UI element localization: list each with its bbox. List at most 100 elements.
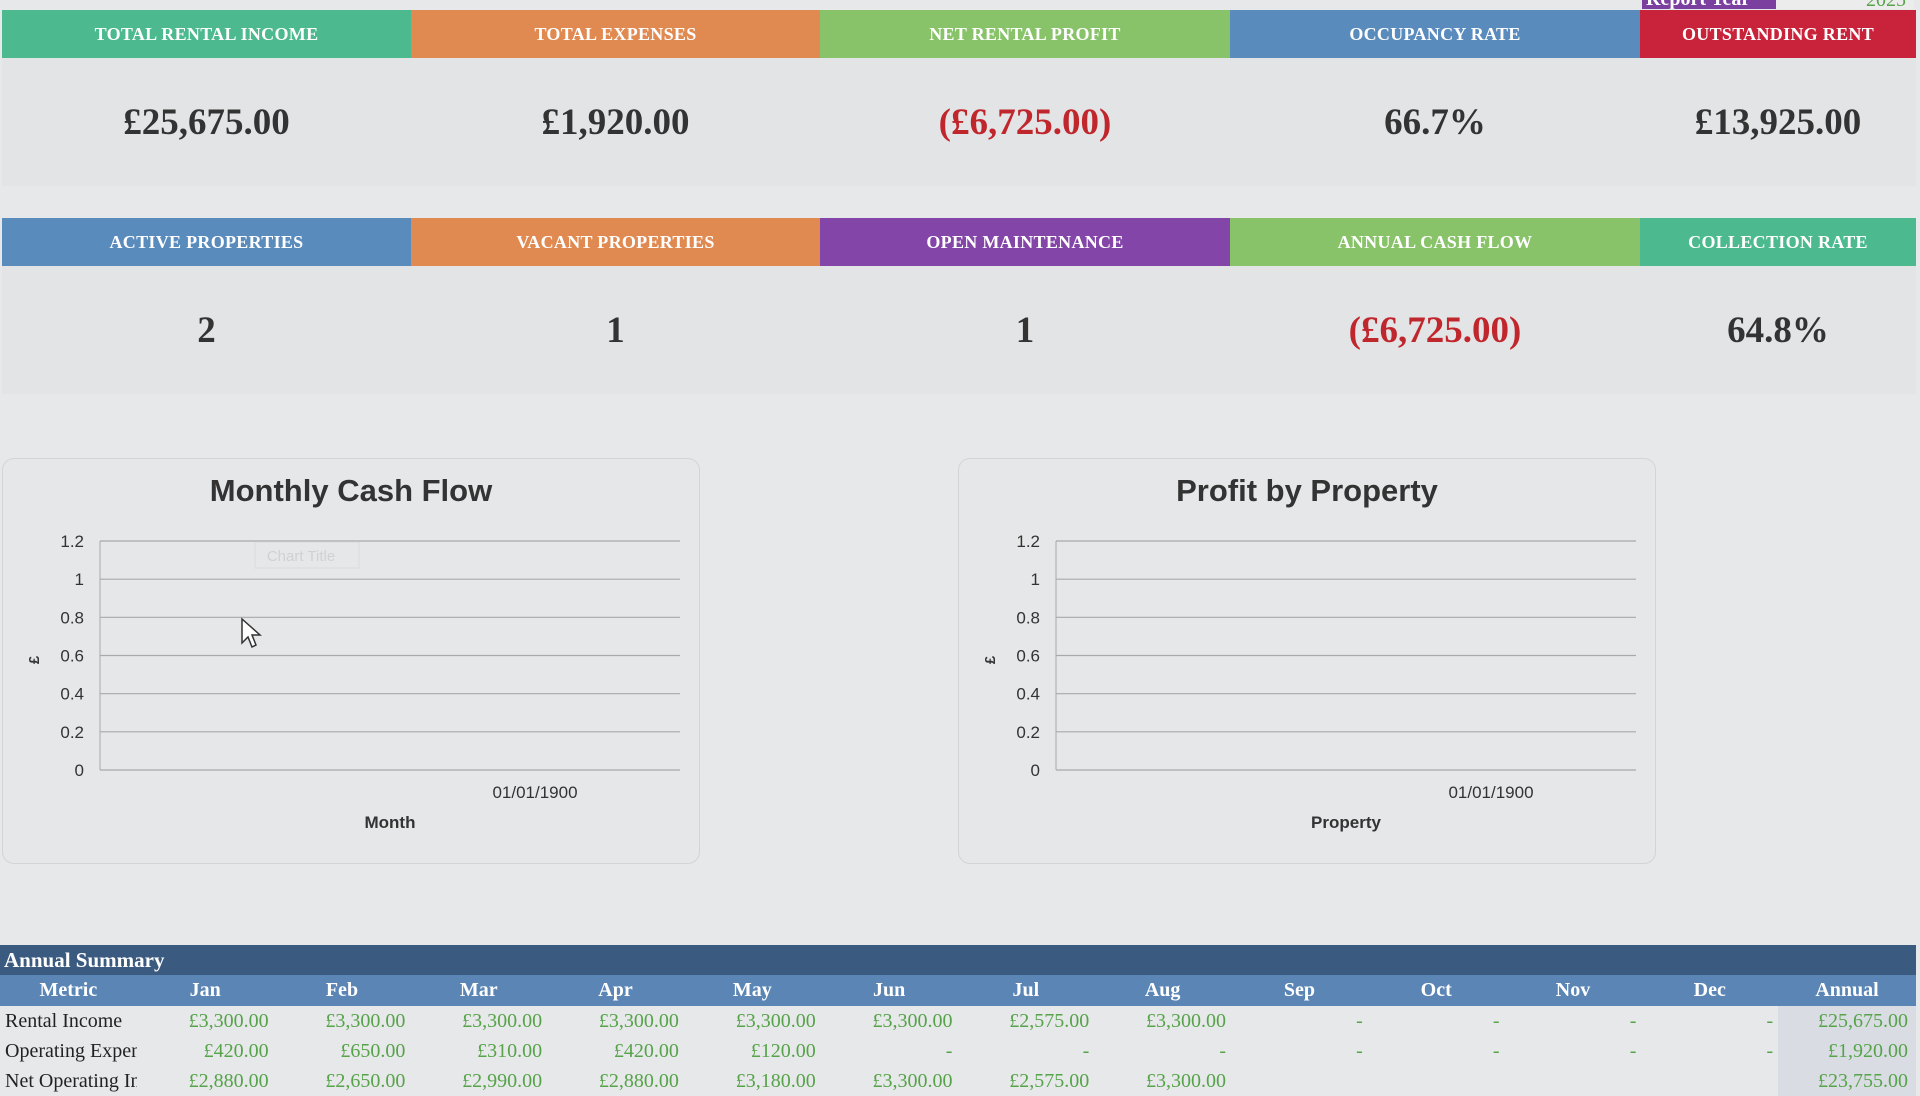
table-cell[interactable]: -: [1629, 1010, 1637, 1032]
table-cell[interactable]: £3,300.00: [735, 1010, 816, 1032]
table-cell[interactable]: -: [1356, 1040, 1363, 1062]
column-header-may[interactable]: May: [732, 979, 772, 1001]
total-rental-income-header: TOTAL RENTAL INCOME: [2, 10, 411, 58]
table-cell[interactable]: -: [1629, 1040, 1637, 1062]
summary-row: Rental Income £3,300.00 £3,300.00 £3,300.00…: [0, 1006, 1916, 1036]
net-rental-profit-header: NET RENTAL PROFIT: [820, 10, 1230, 58]
table-cell[interactable]: [1505, 1066, 1642, 1096]
ghost-chart-title-box[interactable]: [254, 541, 360, 569]
y-axis-label: £: [26, 655, 43, 664]
column-header-annual[interactable]: Annual: [1815, 979, 1879, 1001]
table-cell[interactable]: £3,300.00: [1146, 1010, 1227, 1032]
y-tick-label: 0: [75, 761, 84, 780]
table-cell[interactable]: £3,300.00: [872, 1070, 953, 1092]
annual-total-cell[interactable]: £25,675.00: [1778, 1006, 1916, 1036]
monthly-cash-flow-chart[interactable]: Monthly Cash Flow 0 0.2 0.4 0.6 0.8 1 1.2 01/01…: [2, 458, 700, 864]
annual-total-cell[interactable]: £23,755.00: [1778, 1066, 1916, 1096]
table-cell[interactable]: -: [1766, 1040, 1774, 1062]
column-header-dec[interactable]: Dec: [1693, 979, 1726, 1001]
vacant-properties-header: VACANT PROPERTIES: [411, 218, 820, 266]
column-header-jan[interactable]: Jan: [189, 979, 221, 1001]
column-header-feb[interactable]: Feb: [325, 979, 359, 1001]
y-tick-label: 0.6: [60, 647, 84, 666]
y-tick-label: 0.4: [60, 685, 84, 704]
table-cell[interactable]: £2,650.00: [325, 1070, 406, 1092]
row-label[interactable]: Net Operating Income: [5, 1070, 137, 1092]
table-cell[interactable]: £2,880.00: [598, 1070, 679, 1092]
y-tick-label: 1.2: [1016, 532, 1040, 551]
table-cell[interactable]: £420.00: [203, 1040, 269, 1062]
profit-by-property-chart[interactable]: Profit by Property 0 0.2 0.4 0.6 0.8 1 1.2 01/0…: [958, 458, 1656, 864]
y-tick-label: 0.8: [60, 608, 84, 627]
column-header-sep[interactable]: Sep: [1283, 979, 1315, 1001]
column-header-jul[interactable]: Jul: [1012, 979, 1040, 1001]
table-cell[interactable]: £2,990.00: [462, 1070, 543, 1092]
y-axis-label: £: [982, 655, 999, 664]
x-axis-label: Month: [365, 813, 416, 832]
table-cell[interactable]: -: [1492, 1010, 1500, 1032]
y-tick-label: 0: [1031, 761, 1040, 780]
table-cell[interactable]: -: [1356, 1010, 1363, 1032]
summary-row: Net Operating Income £2,880.00 £2,650.00 £2…: [0, 1066, 1916, 1096]
column-header-jun[interactable]: Jun: [872, 979, 906, 1001]
x-tick-label: 01/01/1900: [492, 783, 577, 802]
table-cell[interactable]: -: [945, 1040, 953, 1062]
y-tick-label: 0.6: [1016, 647, 1040, 666]
table-cell[interactable]: -: [1766, 1010, 1774, 1032]
chart-plot-area: 0 0.2 0.4 0.6 0.8 1 1.2 01/01/1900 Property £: [982, 532, 1636, 832]
table-cell[interactable]: £3,300.00: [1146, 1070, 1227, 1092]
column-header-mar[interactable]: Mar: [459, 979, 498, 1001]
y-tick-label: 1: [75, 570, 84, 589]
active-properties-value: 2: [2, 266, 411, 394]
row-label[interactable]: Operating Expenses: [5, 1040, 137, 1062]
table-cell[interactable]: £3,180.00: [735, 1070, 816, 1092]
table-cell[interactable]: £2,880.00: [188, 1070, 269, 1092]
x-tick-label: 01/01/1900: [1448, 783, 1533, 802]
chart-title: Profit by Property: [1176, 473, 1438, 508]
report-year-value[interactable]: 2025: [1776, 0, 1914, 9]
y-tick-label: 0.8: [1016, 608, 1040, 627]
y-tick-label: 0.2: [1016, 723, 1040, 742]
table-cell[interactable]: £310.00: [477, 1040, 543, 1062]
occupancy-rate-value: 66.7%: [1230, 58, 1640, 186]
table-cell[interactable]: £3,300.00: [598, 1010, 679, 1032]
open-maintenance-value: 1: [820, 266, 1230, 394]
row-label[interactable]: Rental Income: [5, 1010, 123, 1032]
table-cell[interactable]: £120.00: [750, 1040, 816, 1062]
active-properties-header: ACTIVE PROPERTIES: [2, 218, 411, 266]
table-cell[interactable]: £2,575.00: [1009, 1070, 1090, 1092]
table-cell[interactable]: £650.00: [340, 1040, 406, 1062]
vacant-properties-value: 1: [411, 266, 820, 394]
total-expenses-header: TOTAL EXPENSES: [411, 10, 820, 58]
total-rental-income-value: £25,675.00: [2, 58, 411, 186]
table-cell[interactable]: [1368, 1066, 1505, 1096]
y-tick-label: 1: [1031, 570, 1040, 589]
table-cell[interactable]: -: [1219, 1040, 1227, 1062]
net-rental-profit-value: (£6,725.00): [820, 58, 1230, 186]
table-cell[interactable]: £420.00: [613, 1040, 679, 1062]
total-expenses-value: £1,920.00: [411, 58, 820, 186]
table-cell[interactable]: £3,300.00: [188, 1010, 269, 1032]
column-header-aug[interactable]: Aug: [1144, 979, 1181, 1001]
collection-rate-value: 64.8%: [1640, 266, 1916, 394]
table-cell[interactable]: -: [1492, 1040, 1500, 1062]
column-header-oct[interactable]: Oct: [1420, 979, 1452, 1001]
table-cell[interactable]: £3,300.00: [872, 1010, 953, 1032]
mouse-cursor-icon: [241, 617, 262, 649]
table-cell[interactable]: £3,300.00: [462, 1010, 543, 1032]
table-cell[interactable]: £3,300.00: [325, 1010, 406, 1032]
annual-summary-header: Metric Jan Feb Mar Apr May Jun Jul Aug Sep Oct Nov D…: [0, 975, 1916, 1006]
annual-summary-title: Annual Summary: [0, 945, 1916, 975]
table-cell[interactable]: [1231, 1066, 1368, 1096]
column-header-apr[interactable]: Apr: [598, 979, 633, 1001]
chart-plot-area: 0 0.2 0.4 0.6 0.8 1 1.2 01/01/1900 Month £ Chart T…: [26, 532, 680, 832]
outstanding-rent-header: OUTSTANDING RENT: [1640, 10, 1916, 58]
column-header-nov[interactable]: Nov: [1555, 979, 1591, 1001]
y-tick-label: 1.2: [60, 532, 84, 551]
table-cell[interactable]: -: [1082, 1040, 1090, 1062]
x-axis-label: Property: [1311, 813, 1381, 832]
table-cell[interactable]: [1641, 1066, 1778, 1096]
column-header-metric[interactable]: Metric: [39, 979, 98, 1001]
table-cell[interactable]: £2,575.00: [1009, 1010, 1090, 1032]
annual-total-cell[interactable]: £1,920.00: [1778, 1036, 1916, 1066]
